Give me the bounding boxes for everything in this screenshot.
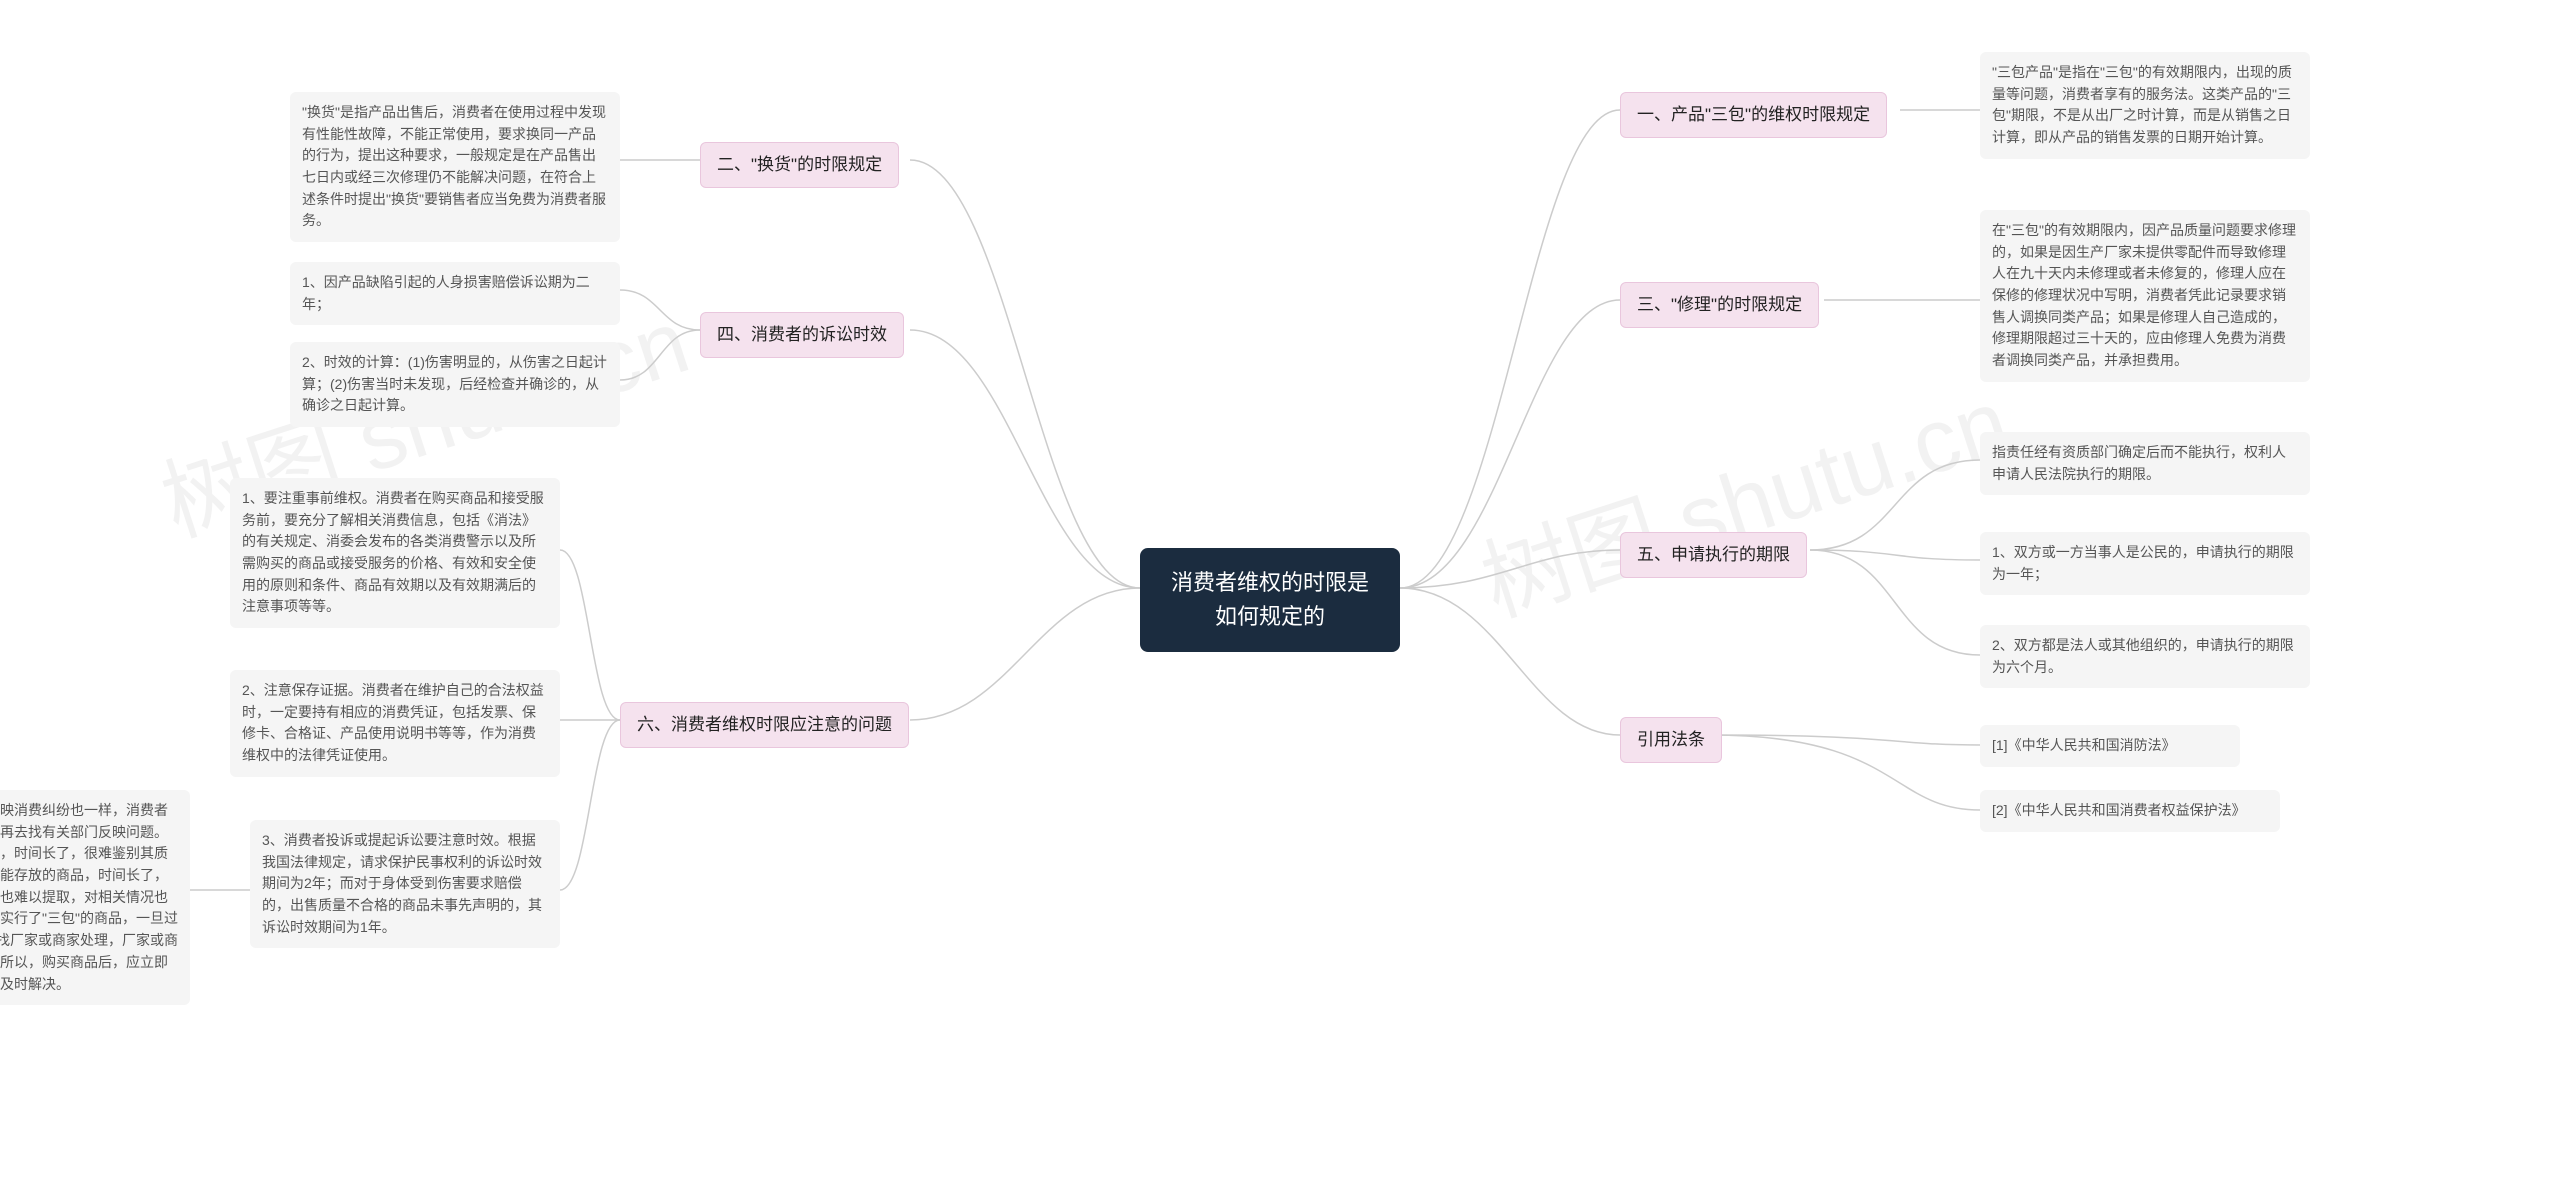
topic-right-ref[interactable]: 引用法条 bbox=[1620, 717, 1722, 763]
leaf-4-2: 2、时效的计算：(1)伤害明显的，从伤害之日起计算；(2)伤害当时未发现，后经检… bbox=[290, 342, 620, 427]
leaf-6-3: 3、消费者投诉或提起诉讼要注意时效。根据我国法律规定，请求保护民事权利的诉讼时效… bbox=[250, 820, 560, 948]
topic-right-5[interactable]: 五、申请执行的期限 bbox=[1620, 532, 1807, 578]
leaf-6-1: 1、要注重事前维权。消费者在购买商品和接受服务前，要充分了解相关消费信息，包括《… bbox=[230, 478, 560, 628]
leaf-ref-1: [1]《中华人民共和国消防法》 bbox=[1980, 725, 2240, 767]
leaf-6-2: 2、注意保存证据。消费者在维护自己的合法权益时，一定要持有相应的消费凭证，包括发… bbox=[230, 670, 560, 777]
leaf-5-1: 1、双方或一方当事人是公民的，申请执行的期限为一年； bbox=[1980, 532, 2310, 595]
leaf-3-1: 在"三包"的有效期限内，因产品质量问题要求修理的，如果是因生产厂家未提供零配件而… bbox=[1980, 210, 2310, 382]
leaf-5-2: 2、双方都是法人或其他组织的，申请执行的期限为六个月。 bbox=[1980, 625, 2310, 688]
leaf-4-1: 1、因产品缺陷引起的人身损害赔偿诉讼期为二年； bbox=[290, 262, 620, 325]
watermark-text: 树图 shutu.cn bbox=[1463, 349, 2022, 641]
topic-right-3[interactable]: 三、"修理"的时限规定 bbox=[1620, 282, 1819, 328]
leaf-ref-2: [2]《中华人民共和国消费者权益保护法》 bbox=[1980, 790, 2280, 832]
root-node[interactable]: 消费者维权的时限是如何规定的 bbox=[1140, 548, 1400, 652]
leaf-5-0: 指责任经有资质部门确定后而不能执行，权利人申请人民法院执行的期限。 bbox=[1980, 432, 2310, 495]
topic-left-2[interactable]: 二、"换货"的时限规定 bbox=[700, 142, 899, 188]
leaf-1-1: "三包产品"是指在"三包"的有效期限内，出现的质量等问题，消费者享有的服务法。这… bbox=[1980, 52, 2310, 159]
topic-right-1[interactable]: 一、产品"三包"的维权时限规定 bbox=[1620, 92, 1887, 138]
leaf-6-3b: 在现实生活中反映消费纠纷也一样，消费者不要拖很长时间再去找有关部门反映问题。不宜… bbox=[0, 790, 190, 1005]
topic-left-6[interactable]: 六、消费者维权时限应注意的问题 bbox=[620, 702, 909, 748]
leaf-2-1: "换货"是指产品出售后，消费者在使用过程中发现有性能性故障，不能正常使用，要求换… bbox=[290, 92, 620, 242]
topic-left-4[interactable]: 四、消费者的诉讼时效 bbox=[700, 312, 904, 358]
